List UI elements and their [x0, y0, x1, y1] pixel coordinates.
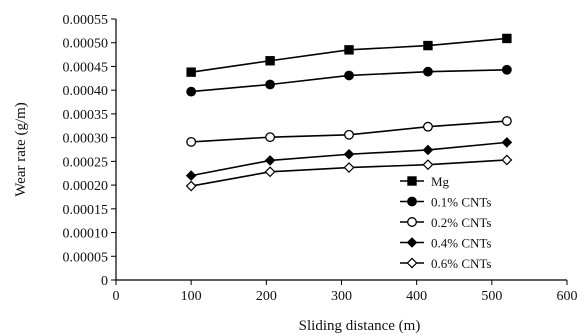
data-point — [265, 132, 276, 143]
plot-layer — [185, 33, 513, 192]
legend-item: 0.6% CNTs — [400, 256, 491, 271]
data-point — [343, 162, 355, 173]
data-point — [185, 180, 197, 192]
data-point — [186, 86, 197, 97]
data-point — [343, 148, 355, 160]
data-point — [185, 170, 197, 181]
x-tick-label: 400 — [406, 289, 427, 304]
y-tick-label: 0.00030 — [63, 132, 109, 147]
y-tick-label: 0.00055 — [63, 13, 109, 28]
legend-label: 0.2% CNTs — [431, 215, 491, 230]
data-point — [423, 40, 433, 51]
legend-marker — [406, 257, 418, 269]
y-tick-label: 0.00045 — [63, 60, 109, 75]
y-axis-title: Wear rate (g/m) — [13, 102, 29, 197]
legend-item: 0.1% CNTs — [400, 195, 491, 210]
data-point — [344, 70, 354, 81]
legend: Mg 0.1% CNTs 0.2% CNTs 0.4% CNTs 0.6% CNTs — [400, 174, 491, 271]
y-tick-label: 0.00015 — [63, 203, 109, 218]
data-point — [501, 154, 513, 166]
y-tick-label: 0.00035 — [63, 108, 109, 123]
y-tick-label: 0 — [101, 274, 108, 289]
legend-marker — [407, 196, 417, 207]
data-point — [502, 33, 512, 44]
y-tick-label: 0.00010 — [63, 227, 109, 242]
data-point — [265, 79, 275, 90]
data-point — [264, 166, 276, 178]
legend-label: 0.6% CNTs — [431, 256, 491, 271]
data-point — [344, 45, 354, 55]
x-axis-title: Sliding distance (m) — [299, 318, 421, 334]
x-tick-label: 600 — [557, 289, 578, 304]
x-tick-label: 0 — [113, 289, 120, 304]
data-point — [423, 66, 433, 77]
x-axis-ticks: 0 100 200 300 400 500 600 — [113, 280, 578, 304]
y-tick-label: 0.00050 — [63, 37, 109, 52]
x-tick-label: 500 — [481, 289, 502, 304]
legend-marker — [407, 176, 417, 186]
series-5 — [185, 154, 513, 192]
data-point — [186, 136, 197, 147]
legend-item: 0.4% CNTs — [400, 236, 491, 251]
data-point — [265, 56, 275, 66]
data-point — [422, 121, 433, 132]
series-line — [191, 37, 507, 73]
data-point — [264, 155, 276, 166]
x-tick-label: 100 — [181, 289, 202, 304]
legend-item: 0.2% CNTs — [400, 215, 491, 230]
legend-label: Mg — [431, 174, 450, 189]
y-tick-label: 0.00040 — [63, 84, 109, 99]
data-point — [344, 129, 354, 140]
legend-label: 0.4% CNTs — [431, 236, 491, 251]
legend-item: Mg — [400, 174, 450, 189]
data-point — [186, 67, 196, 77]
legend-label: 0.1% CNTs — [431, 195, 491, 210]
data-point — [501, 64, 512, 75]
x-tick-label: 200 — [256, 289, 277, 304]
data-point — [501, 116, 512, 126]
x-tick-label: 300 — [331, 289, 352, 304]
y-tick-label: 0.00020 — [63, 179, 109, 194]
data-point — [422, 144, 434, 156]
data-point — [501, 137, 513, 148]
legend-marker — [407, 217, 417, 227]
data-point — [422, 159, 434, 171]
series-1 — [186, 33, 512, 77]
series-3 — [186, 116, 512, 147]
y-axis-ticks: 0 0.00005 0.00010 0.00015 0.00020 0.00025 0.00… — [63, 13, 116, 289]
series-2 — [186, 64, 512, 97]
legend-marker — [406, 237, 418, 248]
axes-layer: 0 100 200 300 400 500 600 0 0.00005 0.00010 0.000… — [63, 13, 578, 304]
y-tick-label: 0.00005 — [63, 250, 109, 265]
y-tick-label: 0.00025 — [63, 155, 109, 170]
series-4 — [185, 137, 513, 181]
